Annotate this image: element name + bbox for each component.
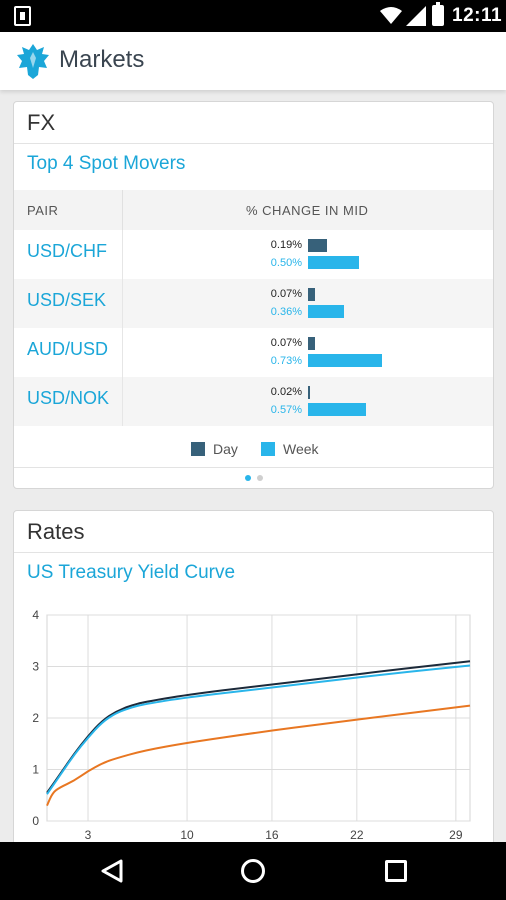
column-header-change: % CHANGE IN MID [246, 203, 369, 218]
yield-curve-chart: 0 1 2 3 4 3 10 16 22 29 [32, 608, 471, 842]
column-divider [122, 377, 123, 426]
status-time: 12:11 [452, 5, 503, 26]
signal-icon [406, 6, 426, 26]
rates-card[interactable]: Rates US Treasury Yield Curve 0 1 2 3 4 3 10 16… [13, 510, 494, 850]
column-divider [122, 190, 123, 230]
day-change-value: 0.07% [270, 288, 302, 300]
table-row[interactable]: USD/CHF 0.19% 0.50% [14, 230, 493, 279]
x-tick-label: 22 [350, 828, 364, 842]
table-row[interactable]: AUD/USD 0.07% 0.73% [14, 328, 493, 377]
week-change-bar [308, 305, 345, 318]
series-line [46, 664, 471, 795]
home-icon[interactable] [241, 859, 265, 883]
x-tick-label: 10 [180, 828, 194, 842]
legend-swatch-day [191, 442, 205, 456]
x-tick-label: 16 [265, 828, 279, 842]
x-tick-label: 3 [85, 828, 92, 842]
legend-swatch-week [261, 442, 275, 456]
column-divider [122, 279, 123, 328]
page-title: Markets [59, 46, 145, 73]
table-row[interactable]: USD/SEK 0.07% 0.36% [14, 279, 493, 328]
eagle-logo-icon [17, 44, 49, 79]
rates-card-subtitle[interactable]: US Treasury Yield Curve [27, 562, 236, 583]
day-change-bar [308, 239, 328, 252]
day-change-value: 0.07% [270, 337, 302, 349]
fx-table-header: PAIR % CHANGE IN MID [14, 190, 493, 230]
pair-label[interactable]: USD/SEK [27, 290, 107, 310]
week-change-bar [308, 256, 359, 269]
fx-card-title: FX [14, 102, 493, 144]
series-line [46, 660, 471, 794]
legend-label-week: Week [283, 441, 319, 457]
week-change-value: 0.36% [270, 306, 302, 318]
battery-icon [432, 2, 444, 26]
y-tick-label: 1 [32, 763, 39, 777]
navigation-bar [0, 842, 506, 900]
page-indicator[interactable] [14, 467, 493, 488]
column-divider [122, 230, 123, 279]
y-tick-label: 0 [32, 814, 39, 828]
day-change-value: 0.02% [270, 386, 302, 398]
series-line [46, 704, 471, 806]
y-tick-label: 4 [32, 608, 39, 622]
week-change-value: 0.73% [270, 355, 302, 367]
week-change-bar [308, 403, 366, 416]
status-bar: 12:11 [0, 0, 506, 32]
y-tick-label: 2 [32, 711, 39, 725]
fx-card[interactable]: FX Top 4 Spot Movers PAIR % CHANGE IN MI… [13, 101, 494, 489]
week-change-value: 0.50% [270, 257, 302, 269]
page-dot[interactable] [257, 475, 263, 481]
y-tick-label: 3 [32, 660, 39, 674]
wifi-icon [380, 7, 402, 24]
chart-legend: Day Week [14, 438, 493, 460]
column-divider [122, 328, 123, 377]
day-change-bar [308, 386, 311, 399]
notification-icon [14, 6, 31, 26]
app-bar: Markets [0, 32, 506, 90]
fx-card-subtitle[interactable]: Top 4 Spot Movers [27, 153, 186, 174]
x-tick-label: 29 [449, 828, 463, 842]
day-change-bar [308, 337, 316, 350]
pair-label[interactable]: USD/CHF [27, 241, 107, 261]
day-change-bar [308, 288, 316, 301]
day-change-value: 0.19% [270, 239, 302, 251]
week-change-bar [308, 354, 382, 367]
column-header-pair: PAIR [27, 203, 59, 218]
pair-label[interactable]: AUD/USD [27, 339, 109, 359]
page-dot-active[interactable] [245, 475, 251, 481]
table-row[interactable]: USD/NOK 0.02% 0.57% [14, 377, 493, 426]
rates-card-title: Rates [14, 511, 493, 553]
legend-label-day: Day [213, 441, 238, 457]
pair-label[interactable]: USD/NOK [27, 388, 110, 408]
week-change-value: 0.57% [270, 404, 302, 416]
recent-apps-icon[interactable] [385, 860, 407, 882]
back-icon[interactable] [99, 858, 125, 884]
